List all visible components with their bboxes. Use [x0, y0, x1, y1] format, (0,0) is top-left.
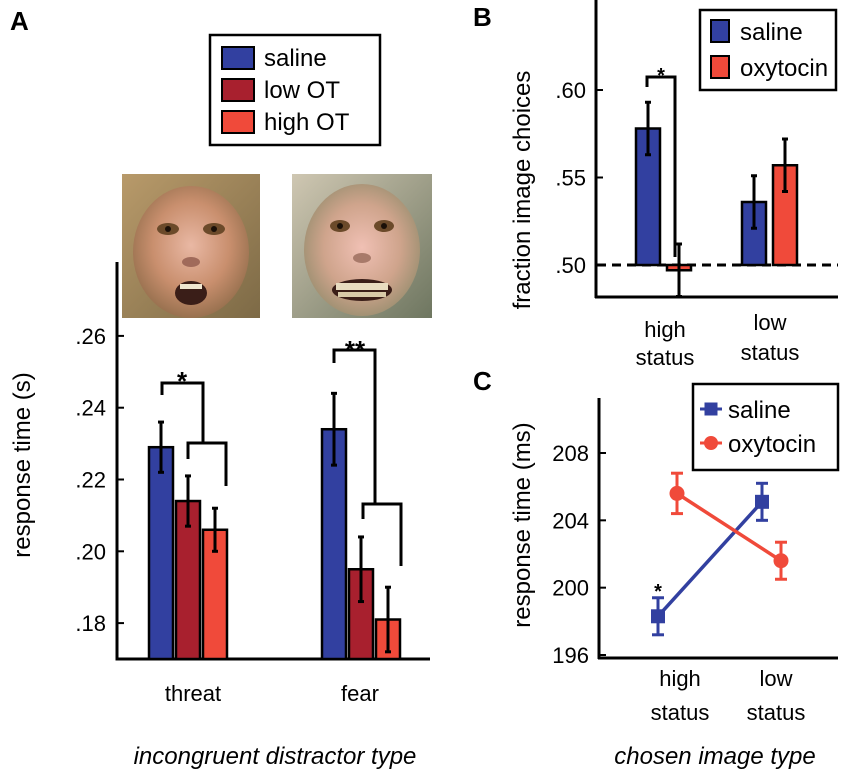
y-tick-label-a: .26	[75, 324, 106, 349]
x-tick-high-c-line2: status	[651, 700, 710, 725]
x-axis-label-a: incongruent distractor type	[134, 743, 417, 770]
image-threat-face	[122, 174, 260, 318]
x-tick-low-b-line1: low	[753, 310, 786, 335]
bar-threat-saline	[147, 445, 175, 661]
x-tick-high-b-line2: status	[636, 345, 695, 370]
legend-label-oxytocin-b: oxytocin	[740, 55, 828, 82]
significance-star-c: *	[654, 581, 662, 603]
legend-swatch-high-ot	[221, 110, 255, 134]
x-tick-high-b-line1: high	[644, 317, 686, 342]
y-tick-label-c: 196	[552, 643, 589, 668]
series-line-saline	[656, 500, 764, 618]
bar-fear-saline	[320, 427, 348, 661]
y-ticks-a: .18 .20 .22 .24 .26	[75, 324, 124, 636]
legend-label-saline: saline	[264, 45, 327, 72]
y-tick-label-b: .50	[555, 253, 586, 278]
x-tick-low-c-line2: status	[747, 700, 806, 725]
bracket-threat-1	[160, 381, 205, 442]
significance-star-fear: **	[345, 335, 366, 365]
point-oxytocin-low-status	[773, 553, 789, 569]
legend-c-box	[691, 382, 840, 472]
legend-marker-saline-c	[704, 402, 718, 416]
bracket-threat-2	[186, 441, 228, 486]
y-tick-label-c: 204	[552, 508, 589, 533]
bracket-b	[645, 75, 677, 257]
x-tick-high-c-line1: high	[659, 666, 701, 691]
legend-label-low-ot: low OT	[264, 77, 340, 104]
legend-label-saline-c: saline	[728, 397, 791, 424]
lines-c	[651, 471, 789, 637]
y-ticks-b: .50 .55 .60	[555, 78, 603, 278]
y-tick-label-c: 208	[552, 441, 589, 466]
y-axis-label-b: fraction image choices	[509, 71, 536, 310]
legend-label-high-ot: high OT	[264, 109, 350, 136]
legend-marker-oxytocin-c	[704, 436, 718, 450]
y-tick-label-c: 200	[552, 576, 589, 601]
x-tick-low-c-line1: low	[759, 666, 792, 691]
panel-a-letter: A	[10, 6, 29, 36]
legend-b: saline oxytocin	[698, 8, 838, 92]
y-tick-label-b: .60	[555, 78, 586, 103]
point-oxytocin-high-status	[669, 485, 685, 501]
significance-star-threat: *	[177, 366, 188, 396]
y-ticks-c: 196 200 204 208	[552, 441, 606, 668]
point-saline-high-status	[651, 609, 665, 624]
y-tick-label-a: .18	[75, 611, 106, 636]
y-axis-label-a: response time (s)	[9, 372, 36, 557]
significance-brackets-a	[160, 348, 403, 566]
significance-star-b: *	[657, 65, 665, 87]
x-axis-label-c: chosen image type	[614, 743, 815, 770]
panel-a: A saline low OT high OT	[9, 6, 432, 770]
image-fear-face	[292, 174, 432, 318]
bracket-fear-1	[332, 348, 377, 503]
legend-a: saline low OT high OT	[208, 33, 382, 147]
y-tick-label-a: .20	[75, 539, 106, 564]
legend-label-oxytocin-c: oxytocin	[728, 431, 816, 458]
legend-swatch-saline-b	[710, 19, 730, 43]
panel-c-letter: C	[473, 366, 492, 396]
panel-b: B .50 .55 .60 high status low status fract…	[473, 0, 838, 370]
panel-c: C 196 200 204 208 high status low status re…	[473, 366, 840, 770]
series-line-oxytocin	[676, 491, 782, 563]
legend-swatch-low-ot	[221, 78, 255, 102]
legend-c: saline oxytocin	[691, 382, 840, 472]
point-saline-low-status	[755, 494, 769, 509]
legend-swatch-saline	[221, 46, 255, 70]
y-axis-label-c: response time (ms)	[509, 422, 536, 627]
y-tick-label-b: .55	[555, 166, 586, 191]
x-tick-fear: fear	[341, 681, 379, 706]
panel-b-letter: B	[473, 2, 492, 32]
legend-swatch-oxytocin-b	[710, 55, 730, 79]
x-tick-threat: threat	[165, 681, 221, 706]
bars-b	[634, 100, 799, 298]
y-tick-label-a: .24	[75, 396, 106, 421]
bars-a	[147, 391, 402, 661]
bracket-fear-2	[361, 502, 403, 566]
x-tick-low-b-line2: status	[741, 340, 800, 365]
y-tick-label-a: .22	[75, 468, 106, 493]
legend-label-saline-b: saline	[740, 19, 803, 46]
